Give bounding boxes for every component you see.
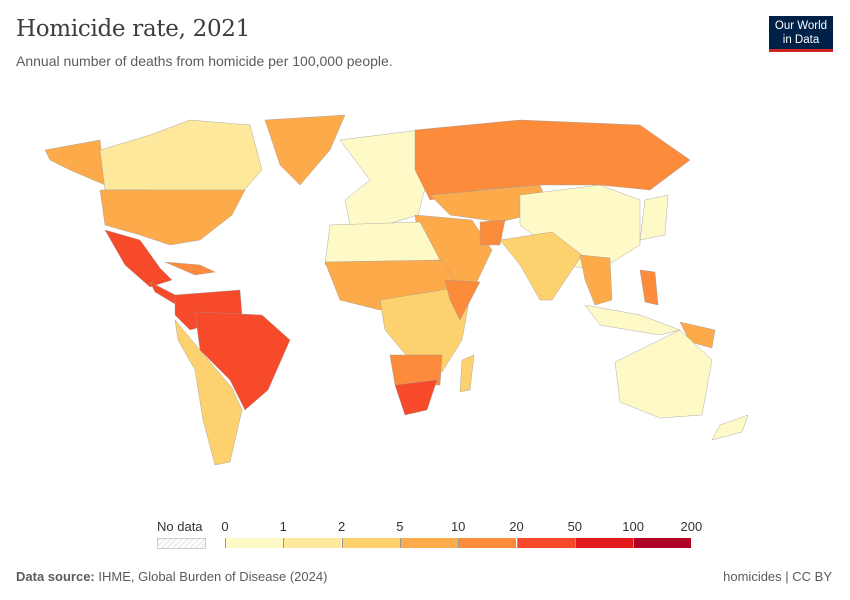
country-region-usa[interactable] — [99, 189, 246, 246]
country-region-greenland[interactable] — [264, 114, 346, 186]
legend-bin[interactable] — [516, 538, 575, 548]
country-region-southeast-asia[interactable] — [579, 254, 613, 306]
country-region-indonesia[interactable] — [584, 304, 681, 336]
country-region-japan-korea[interactable] — [639, 194, 669, 241]
world-map[interactable] — [0, 100, 850, 500]
legend-tick: 1 — [279, 519, 287, 534]
country-region-southern-africa[interactable] — [389, 354, 443, 386]
legend-tick: 100 — [622, 519, 644, 534]
legend-bin[interactable] — [633, 538, 692, 548]
country-region-afghanistan[interactable] — [479, 219, 506, 246]
country-region-south-africa[interactable] — [394, 379, 438, 416]
legend-bin[interactable] — [341, 538, 400, 548]
country-region-mexico[interactable] — [104, 229, 173, 288]
data-source: Data source: IHME, Global Burden of Dise… — [16, 569, 327, 584]
color-legend: No data 0 1 2 5 10 20 50 100 200 — [0, 519, 850, 559]
legend-bin[interactable] — [458, 538, 517, 548]
country-region-caribbean[interactable] — [164, 261, 216, 276]
legend-tick: 5 — [396, 519, 404, 534]
legend-tick: 0 — [221, 519, 229, 534]
source-label: Data source: — [16, 569, 95, 584]
legend-tick: 50 — [567, 519, 583, 534]
country-region-new-zealand[interactable] — [711, 414, 749, 441]
legend-tick: 2 — [337, 519, 346, 534]
legend-bin[interactable] — [399, 538, 458, 548]
country-region-philippines[interactable] — [639, 269, 659, 306]
country-region-india[interactable] — [499, 231, 583, 301]
country-region-brazil[interactable] — [194, 311, 291, 411]
country-region-horn-of-africa[interactable] — [444, 279, 481, 321]
owid-logo[interactable]: Our World in Data — [769, 16, 833, 52]
country-region-north-africa[interactable] — [324, 221, 441, 266]
source-text[interactable]: IHME, Global Burden of Disease (2024) — [98, 569, 328, 584]
country-region-new-guinea[interactable] — [679, 321, 716, 349]
legend-bin[interactable] — [283, 538, 342, 548]
country-region-alaska[interactable] — [44, 139, 106, 186]
legend-bin[interactable] — [574, 538, 633, 548]
no-data-label: No data — [157, 519, 203, 534]
legend-bin[interactable] — [225, 538, 283, 548]
country-region-madagascar[interactable] — [459, 354, 475, 393]
legend-tick: 20 — [509, 519, 524, 534]
country-region-russia[interactable] — [414, 119, 691, 201]
legend-tick: 200 — [680, 519, 703, 534]
country-region-andes-southern-cone[interactable] — [174, 319, 243, 466]
chart-subtitle: Annual number of deaths from homicide pe… — [16, 53, 393, 69]
no-data-swatch — [157, 538, 206, 549]
country-region-canada[interactable] — [99, 119, 263, 201]
license[interactable]: homicides | CC BY — [723, 569, 832, 584]
legend-tick: 10 — [450, 519, 466, 534]
country-region-australia[interactable] — [614, 329, 713, 419]
chart-title: Homicide rate, 2021 — [16, 16, 250, 42]
